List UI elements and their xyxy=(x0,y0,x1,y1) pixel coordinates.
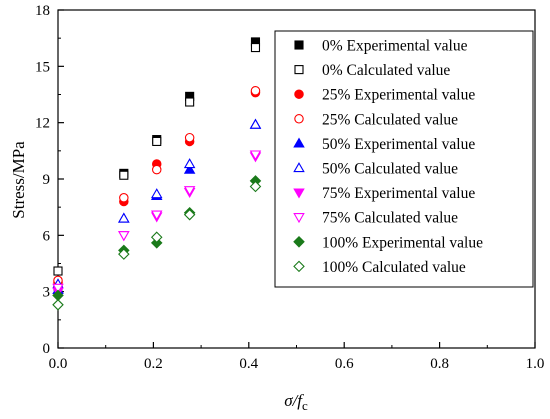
legend-marker xyxy=(293,188,305,199)
y-tick-label: 12 xyxy=(35,116,50,132)
data-point xyxy=(152,136,162,146)
y-tick-label: 0 xyxy=(43,341,51,357)
data-point xyxy=(53,266,63,276)
legend-entry-label: 75% Calculated value xyxy=(322,210,458,227)
x-tick-label: 0.0 xyxy=(49,356,68,372)
x-tick-label: 0.6 xyxy=(335,356,354,372)
x-tick-label: 1.0 xyxy=(526,356,545,372)
legend-entry-label: 50% Experimental value xyxy=(322,136,475,153)
legend-entry-label: 100% Experimental value xyxy=(322,234,483,251)
data-point xyxy=(183,186,196,197)
x-tick-label: 0.2 xyxy=(144,356,163,372)
legend-marker xyxy=(293,162,305,173)
data-point xyxy=(150,210,163,221)
x-axis-title-subscript: c xyxy=(302,398,308,413)
x-axis-title-main: σ/f xyxy=(284,391,304,410)
legend-marker xyxy=(293,260,305,273)
data-point xyxy=(250,85,261,96)
data-point xyxy=(118,231,130,242)
y-tick-label: 6 xyxy=(43,228,51,244)
data-point xyxy=(118,212,130,223)
data-point xyxy=(249,180,262,193)
legend-entry-label: 100% Calculated value xyxy=(322,259,466,276)
data-point xyxy=(183,158,196,169)
data-point xyxy=(150,231,163,243)
data-point xyxy=(183,208,196,221)
data-point xyxy=(184,132,195,143)
legend-entry-label: 25% Calculated value xyxy=(322,111,458,128)
x-tick-label: 0.4 xyxy=(239,356,258,372)
axes-layer: 0.0 0.2 0.4 0.6 0.8 1.0 0 3 6 9 12 15 18 xyxy=(35,3,544,372)
data-point xyxy=(52,283,64,294)
y-tick-label: 9 xyxy=(43,172,51,188)
legend-marker xyxy=(294,89,304,99)
data-point xyxy=(118,248,130,260)
legend-marker xyxy=(293,236,305,248)
data-point xyxy=(151,164,162,175)
y-tick-label: 3 xyxy=(43,285,51,301)
legend-marker xyxy=(293,213,305,224)
legend-marker xyxy=(294,40,304,50)
data-point xyxy=(52,299,64,311)
data-point xyxy=(119,193,129,203)
legend-marker xyxy=(294,65,304,75)
legend-entry-label: 0% Experimental value xyxy=(322,38,468,55)
y-tick-label: 15 xyxy=(35,59,50,75)
data-point xyxy=(150,188,163,199)
data-point xyxy=(249,118,262,129)
legend-entry-label: 0% Calculated value xyxy=(322,62,450,79)
legend-entry-label: 50% Calculated value xyxy=(322,161,458,178)
data-point xyxy=(250,43,261,53)
data-points xyxy=(52,37,262,311)
legend-entry-label: 75% Experimental value xyxy=(322,185,475,202)
legend-marker xyxy=(293,137,305,148)
x-axis-title: σ/fc xyxy=(284,391,308,413)
data-point xyxy=(249,150,262,161)
x-tick-label: 0.8 xyxy=(430,356,449,372)
y-tick-label: 18 xyxy=(35,3,50,19)
legend-entry-label: 25% Experimental value xyxy=(322,87,475,104)
legend: 0% Experimental value 0% Calculated value… xyxy=(274,30,534,288)
y-axis-title: Stress/MPa xyxy=(9,141,28,219)
legend-box xyxy=(274,30,534,288)
legend-marker xyxy=(294,114,304,124)
data-point xyxy=(119,170,129,180)
data-point xyxy=(185,97,195,107)
data-point xyxy=(183,163,196,174)
